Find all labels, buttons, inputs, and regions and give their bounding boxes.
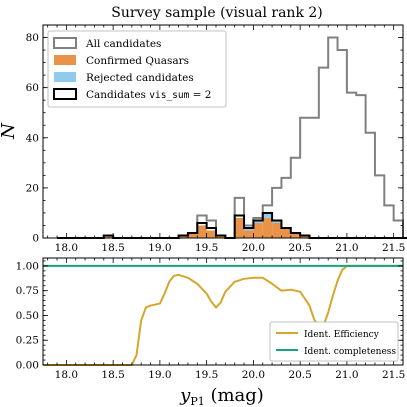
bar-confirmed <box>300 235 310 238</box>
bar-confirmed <box>103 235 114 238</box>
legend-swatch-confirmed <box>54 55 76 65</box>
y-tick-label: 0.50 <box>16 310 39 322</box>
y-tick-label: 1.00 <box>16 260 39 272</box>
legend-label-completeness: Ident. completeness <box>304 347 396 357</box>
bottom-panel: 18.0 18.5 19.0 19.5 20.0 20.5 21.0 21.5 0.00 0.25… <box>16 257 405 407</box>
bar-confirmed <box>281 227 291 238</box>
xlabel-unit: (mag) <box>205 385 264 406</box>
x-tick-label: 18.0 <box>55 242 78 254</box>
x-tick-label: 19.0 <box>148 369 171 381</box>
x-tick-label: 19.0 <box>148 242 171 254</box>
bar-rejected <box>253 220 263 223</box>
bottom-panel-frame <box>42 257 404 366</box>
bar-confirmed <box>290 232 301 238</box>
bottom-legend-frame <box>269 321 399 362</box>
bottom-ticks: 18.0 18.5 19.0 19.5 20.0 20.5 21.0 21.5 0.00 0.25… <box>16 258 405 381</box>
bar-confirmed <box>206 230 216 238</box>
bar-confirmed <box>215 235 226 238</box>
bar-confirmed <box>178 235 188 238</box>
bar-confirmed <box>187 232 198 238</box>
legend-label-vis-prefix: Candidates <box>86 89 149 101</box>
x-tick-label: 21.0 <box>335 242 358 254</box>
y-tick-label: 80 <box>26 32 39 44</box>
y-tick-label: 0.25 <box>16 335 39 347</box>
chart-title: Survey sample (visual rank 2) <box>111 5 323 21</box>
x-tick-label: 19.5 <box>195 369 218 381</box>
top-panel-frame <box>42 24 404 239</box>
legend-label-all: All candidates <box>85 38 161 50</box>
legend-label-confirmed: Confirmed Quasars <box>86 55 189 67</box>
bar-confirmed <box>197 225 207 238</box>
legend-swatch-vis <box>53 88 77 100</box>
bar-rejected <box>272 220 282 223</box>
bottom-xlabel: yP1 (mag) <box>179 385 264 407</box>
x-tick-label: 18.5 <box>101 369 124 381</box>
x-tick-label: 20.0 <box>242 369 265 381</box>
bar-confirmed <box>262 217 273 238</box>
y-tick-label: 0.00 <box>16 360 39 372</box>
x-tick-label: 21.0 <box>335 369 358 381</box>
legend-swatch-rejected <box>54 72 76 82</box>
legend-label-vis: Candidates vis_sum = 2 <box>86 89 211 101</box>
x-tick-label: 18.5 <box>101 242 124 254</box>
xlabel-main: y <box>179 385 191 406</box>
x-tick-label: 20.5 <box>288 242 311 254</box>
step-vis-sum-2 <box>57 211 407 239</box>
bottom-legend: Ident. Efficiency Ident. completeness <box>269 321 399 362</box>
x-tick-label: 21.5 <box>382 242 405 254</box>
top-ticks: 18.0 18.5 19.0 19.5 20.0 20.5 21.0 21.5 0 20 40 60 8… <box>26 24 405 254</box>
x-tick-label: 20.5 <box>288 369 311 381</box>
top-legend: All candidates Confirmed Quasars Rejecte… <box>47 30 227 108</box>
y-tick-label: 0 <box>32 233 39 245</box>
top-ylabel: N <box>0 122 19 140</box>
bar-confirmed <box>244 230 254 238</box>
y-tick-label: 60 <box>26 82 39 94</box>
bar-rejected <box>262 212 273 218</box>
top-panel: 18.0 18.5 19.0 19.5 20.0 20.5 21.0 21.5 0 20 40 60 8… <box>0 24 407 254</box>
top-legend-frame <box>47 30 227 108</box>
bar-confirmed <box>253 222 263 238</box>
xlabel-sub: P1 <box>190 395 204 407</box>
x-tick-label: 18.0 <box>55 369 78 381</box>
bar-confirmed <box>272 222 282 238</box>
x-tick-label: 19.5 <box>195 242 218 254</box>
line-efficiency <box>43 264 403 366</box>
bar-confirmed <box>234 217 245 238</box>
x-tick-label: 21.5 <box>382 369 405 381</box>
legend-label-vis-suffix: = 2 <box>189 89 211 101</box>
bar-rejected <box>244 227 254 231</box>
legend-swatch-all <box>53 37 77 49</box>
efficiency-lines <box>43 264 403 366</box>
legend-label-vis-code: vis_sum <box>149 90 189 101</box>
legend-label-efficiency: Ident. Efficiency <box>304 330 380 340</box>
x-tick-label: 20.0 <box>242 242 265 254</box>
y-tick-label: 20 <box>26 182 39 194</box>
legend-label-rejected: Rejected candidates <box>86 72 194 84</box>
y-tick-label: 40 <box>26 132 39 144</box>
y-tick-label: 0.75 <box>16 285 39 297</box>
